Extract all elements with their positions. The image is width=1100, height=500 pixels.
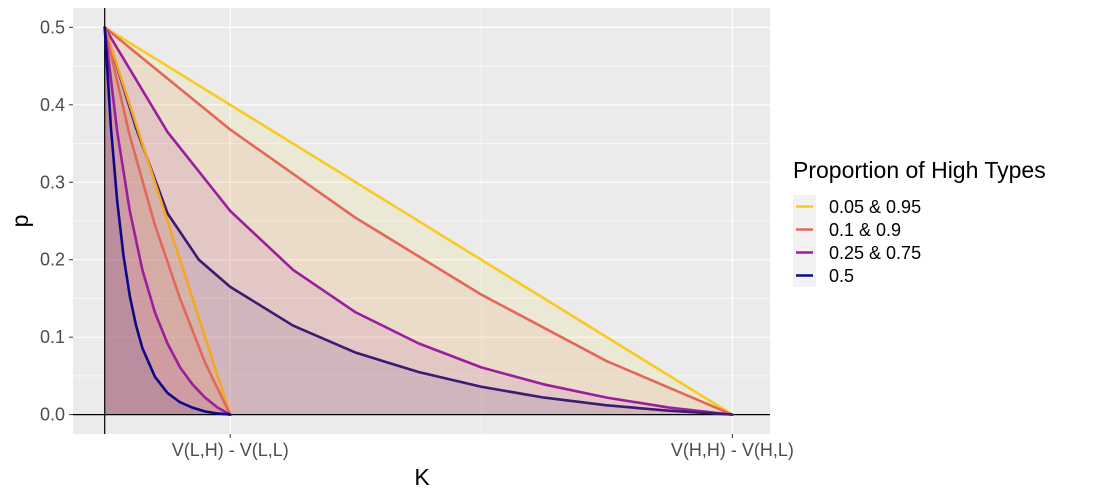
- x-tick-label: V(L,H) - V(L,L): [172, 440, 289, 460]
- series-line: [103, 26, 232, 416]
- series-area: [104, 27, 231, 415]
- y-tick-label: 0.2: [40, 250, 65, 270]
- series-area: [104, 27, 231, 415]
- legend-label: 0.1 & 0.9: [829, 220, 901, 240]
- legend-item: 0.5: [793, 264, 854, 287]
- legend-label: 0.25 & 0.75: [829, 243, 921, 263]
- y-tick-label: 0.3: [40, 172, 65, 192]
- x-axis-ticks: V(L,H) - V(L,L) V(H,H) - V(H,L): [172, 434, 794, 460]
- series-line: [103, 26, 734, 416]
- y-tick-label: 0.5: [40, 17, 65, 37]
- series-line: [103, 26, 232, 416]
- x-axis-title: K: [414, 464, 430, 490]
- series-line: [103, 26, 734, 416]
- y-axis-title: p: [7, 215, 33, 228]
- legend-item: 0.05 & 0.95: [793, 195, 921, 218]
- y-tick-label: 0.4: [40, 95, 65, 115]
- legend-items: 0.05 & 0.95 0.1 & 0.9 0.25 & 0.75 0.5: [793, 195, 921, 287]
- series-area: [104, 27, 733, 415]
- series-area: [104, 27, 231, 415]
- series-line: [103, 26, 232, 416]
- grid-minor: [73, 8, 770, 434]
- y-axis-ticks: 0.0 0.1 0.2 0.3 0.4 0.5: [40, 17, 73, 425]
- legend-title: Proportion of High Types: [793, 157, 1046, 183]
- series-line: [103, 26, 232, 416]
- legend-label: 0.5: [829, 266, 854, 286]
- x-tick-label: V(H,H) - V(H,L): [671, 440, 794, 460]
- series-lines: [103, 26, 734, 416]
- legend: Proportion of High Types 0.05 & 0.95 0.1 …: [793, 157, 1046, 287]
- series-area: [104, 27, 733, 415]
- legend-label: 0.05 & 0.95: [829, 197, 921, 217]
- y-tick-label: 0.0: [40, 405, 65, 425]
- series-line: [103, 26, 734, 416]
- y-tick-label: 0.1: [40, 327, 65, 347]
- reference-lines: [73, 8, 770, 434]
- series-area: [104, 27, 733, 415]
- legend-item: 0.25 & 0.75: [793, 241, 921, 264]
- legend-item: 0.1 & 0.9: [793, 218, 901, 241]
- series-line: [103, 26, 734, 416]
